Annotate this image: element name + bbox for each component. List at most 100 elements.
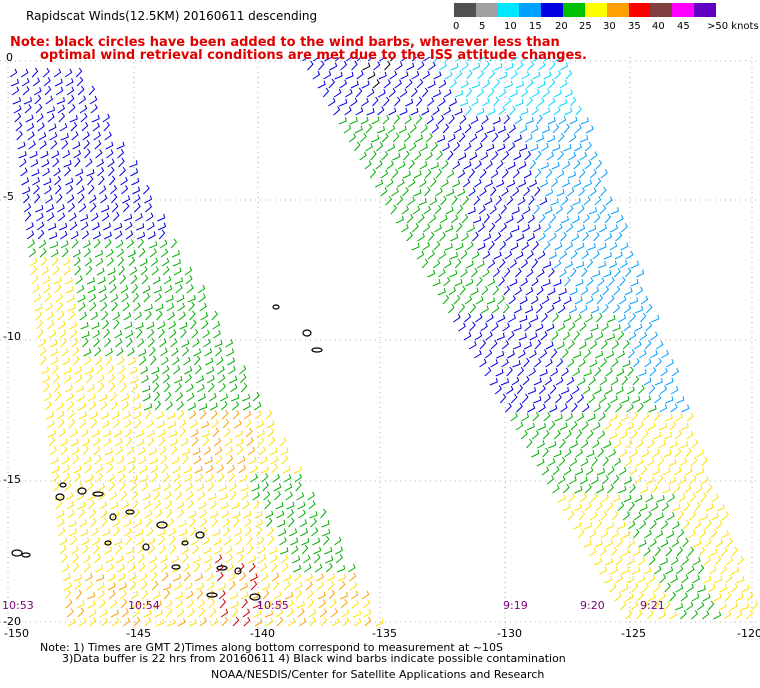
wind-barb [63,472,71,483]
wind-barb [312,70,321,80]
wind-barb [260,465,269,474]
legend-swatch [628,3,651,17]
wind-barb [216,571,224,582]
wind-barb [42,68,50,78]
wind-barb [593,386,602,395]
wind-barb [432,278,441,287]
wind-barb [567,187,575,197]
wind-barb [214,446,223,456]
wind-barb [619,430,628,440]
wind-barb [93,238,101,249]
wind-barb [554,69,562,80]
wind-barb [394,79,402,89]
wind-barb [680,592,688,602]
legend-label: 35 [628,21,641,32]
wind-barb [250,580,258,591]
wind-barb [625,610,633,620]
wind-barb [78,617,87,627]
wind-barb [576,242,585,251]
wind-barb [605,539,614,548]
wind-barb [53,482,61,492]
wind-barb [280,447,289,456]
wind-barb [243,510,252,519]
wind-barb [322,528,331,537]
wind-barb [191,545,200,555]
wind-barb [121,393,130,402]
wind-barb [232,409,240,420]
wind-barb [457,188,466,197]
wind-barb [111,510,120,519]
wind-barb [604,233,613,242]
wind-barb [195,473,204,483]
wind-barb [169,329,177,339]
wind-barb [211,310,218,321]
wind-barb [273,591,282,600]
wind-barb [297,608,305,618]
wind-barb [115,338,123,348]
wind-barb [230,600,239,609]
wind-barb [585,296,594,305]
wind-barb [516,214,525,224]
wind-barb [285,491,293,501]
wind-barb [604,575,613,584]
wind-barb [66,608,74,618]
wind-barb [584,160,592,170]
wind-barb [68,104,76,114]
wind-barb [98,599,106,609]
wind-barb [199,509,207,519]
wind-barb [184,474,193,483]
wind-barb [335,554,343,564]
wind-barb [70,536,78,546]
wind-barb [535,304,543,314]
wind-barb [528,367,536,377]
wind-barb [545,168,553,179]
wind-barb [197,383,205,393]
wind-barb [515,99,524,107]
wind-barb [609,431,618,440]
wind-barb [615,555,623,566]
wind-barb [130,168,139,177]
wind-barb [576,412,585,422]
wind-barb [476,88,485,98]
wind-barb [214,546,223,555]
wind-barb [202,536,210,546]
wind-barb [138,247,146,258]
wind-barb [479,187,487,197]
wind-barb [427,80,436,89]
wind-barb [225,545,233,555]
wind-barb [383,79,391,89]
wind-barb [318,60,325,71]
wind-barb [468,341,477,350]
wind-barb [554,393,562,404]
wind-barb [666,512,675,521]
wind-barb [144,304,153,312]
wind-barb [151,374,159,384]
wind-barb [497,295,505,305]
wind-barb [67,410,75,420]
wind-barb [633,340,642,350]
wind-barb [64,482,72,492]
wind-barb [255,519,264,528]
wind-barb [295,589,302,600]
legend-label: 5 [479,21,486,32]
wind-barb [484,197,493,206]
wind-barb [208,392,217,402]
wind-barb [589,340,598,350]
wind-barb [306,589,314,600]
wind-barb [75,589,83,600]
wind-barb [562,331,571,341]
wind-barb [533,395,542,404]
wind-barb [453,294,461,305]
wind-barb [50,348,59,357]
wind-barb [586,449,595,458]
wind-barb [582,403,590,413]
wind-barb [62,150,71,159]
wind-barb [150,257,159,267]
wind-barb [578,168,586,179]
wind-barb [688,511,696,521]
wind-barb [652,600,660,611]
wind-barb [195,364,202,375]
wind-barb [156,310,163,321]
wind-barb [105,347,113,357]
wind-barb [716,503,725,512]
